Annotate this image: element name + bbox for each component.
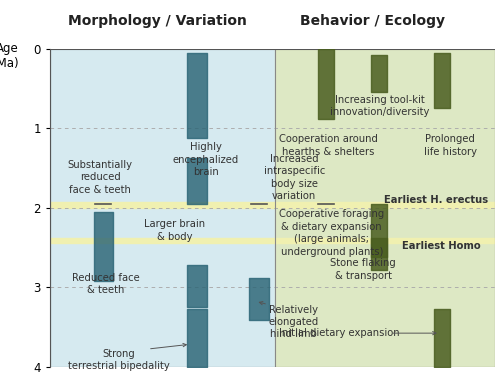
Text: Reduced face
& teeth: Reduced face & teeth [72,273,140,295]
Bar [50,49,274,367]
Bar [50,202,495,208]
Text: Strong
terrestrial bipedality: Strong terrestrial bipedality [68,349,170,371]
Bar [274,49,495,367]
Text: Substantially
reduced
face & teeth: Substantially reduced face & teeth [68,160,133,195]
Text: Behavior / Ecology: Behavior / Ecology [300,13,445,28]
Bar [50,238,495,243]
Text: Stone flaking
& transport: Stone flaking & transport [330,258,396,281]
Text: Increased
intraspecific
body size
variation: Increased intraspecific body size variat… [264,154,325,201]
Text: Prolonged
life history: Prolonged life history [424,134,477,157]
Text: Cooperation around
hearths & shelters: Cooperation around hearths & shelters [279,134,378,157]
Text: Earliest H. erectus: Earliest H. erectus [384,194,488,205]
Text: Highly
encephalized
brain: Highly encephalized brain [172,142,239,177]
Text: Earliest Homo: Earliest Homo [402,241,480,251]
Text: Relatively
elongated
hind limb: Relatively elongated hind limb [268,304,318,339]
Text: Morphology / Variation: Morphology / Variation [68,13,247,28]
Y-axis label: Age
(Ma): Age (Ma) [0,42,19,70]
Text: Initial dietary expansion: Initial dietary expansion [279,328,400,338]
Text: Larger brain
& body: Larger brain & body [144,220,205,242]
Text: Increasing tool-kit
innovation/diversity: Increasing tool-kit innovation/diversity [330,95,430,117]
Text: Cooperative foraging
& dietary expansion
(large animals;
underground plants): Cooperative foraging & dietary expansion… [279,209,384,257]
